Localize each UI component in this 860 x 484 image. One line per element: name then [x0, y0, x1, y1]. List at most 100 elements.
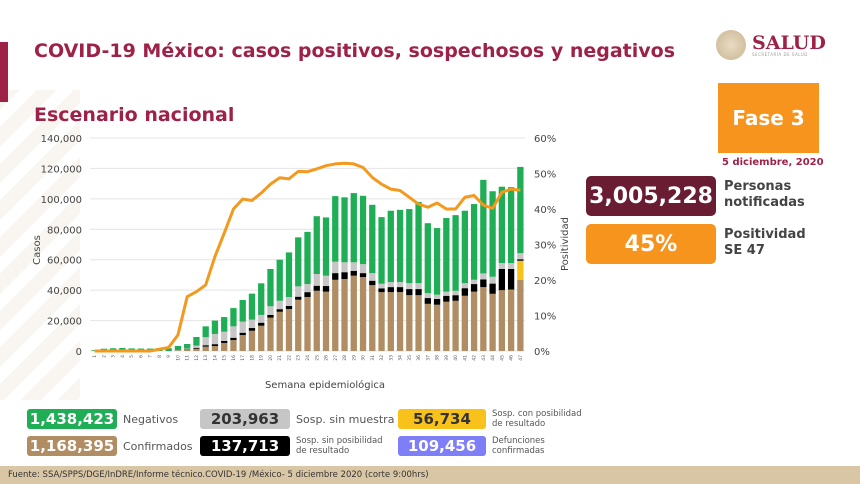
- bar-sin_posibilidad: [322, 286, 330, 292]
- bar-negativos: [433, 228, 441, 295]
- bar-sin_posibilidad: [443, 295, 450, 302]
- legend-defunciones: 109,456 Defunciones confirmadas: [398, 436, 545, 456]
- y2-tick-label: 60%: [534, 134, 556, 145]
- defunciones-value: 109,456: [398, 436, 486, 456]
- bar-sin_posibilidad: [332, 273, 339, 280]
- bar-negativos: [119, 347, 126, 351]
- x-tick-label: 39: [444, 355, 450, 361]
- x-tick-label: 9: [166, 355, 172, 358]
- bar-sin_posibilidad: [489, 283, 496, 294]
- bar-sin_posibilidad: [396, 287, 404, 293]
- bar-confirmados: [202, 346, 209, 351]
- bar-sin_posibilidad: [341, 272, 348, 280]
- bar-confirmados: [387, 292, 394, 351]
- bar-confirmados: [517, 279, 524, 351]
- y-axis-label: Casos: [32, 235, 43, 265]
- page-title: COVID-19 México: casos positivos, sospec…: [34, 40, 675, 62]
- x-tick-label: 43: [481, 355, 487, 361]
- legend-negativos: 1,438,423 Negativos: [27, 409, 178, 429]
- x-tick-label: 13: [203, 355, 209, 361]
- bar-sin_muestra: [211, 333, 219, 345]
- y2-tick-label: 50%: [534, 170, 556, 181]
- bar-negativos: [304, 231, 311, 285]
- y-tick-label: 20,000: [47, 317, 82, 328]
- bar-confirmados: [276, 311, 283, 351]
- x-tick-label: 24: [305, 355, 311, 361]
- x-tick-label: 22: [286, 355, 292, 361]
- bar-confirmados: [415, 295, 422, 351]
- x-tick-label: 4: [120, 355, 126, 358]
- bar-sin_posibilidad: [211, 344, 219, 346]
- sin-posibilidad-label-2: de resultado: [296, 446, 350, 456]
- bar-confirmados: [193, 348, 200, 351]
- bar-sin_posibilidad: [507, 268, 515, 290]
- y-tick-label: 80,000: [47, 225, 82, 236]
- sin-posibilidad-value: 137,713: [200, 436, 290, 456]
- x-tick-label: 26: [324, 355, 330, 361]
- bar-negativos: [211, 320, 219, 334]
- x-tick-label: 45: [499, 355, 505, 361]
- bar-sin_posibilidad: [424, 298, 431, 304]
- bar-sin_muestra: [378, 283, 385, 289]
- fase-badge: Fase 3: [718, 83, 819, 153]
- bar-confirmados: [211, 345, 219, 351]
- positividad-label-1: Positividad: [724, 227, 806, 242]
- bar-sin_posibilidad: [369, 280, 376, 286]
- x-tick-label: 35: [407, 355, 413, 361]
- bar-sin_muestra: [276, 300, 283, 310]
- con-posibilidad-label-2: de resultado: [492, 419, 546, 429]
- bar-confirmados: [480, 287, 487, 351]
- bar-negativos: [322, 217, 330, 276]
- x-tick-label: 44: [490, 355, 496, 361]
- bar-negativos: [313, 216, 320, 275]
- x-tick-label: 21: [277, 355, 283, 361]
- bar-sin_posibilidad: [387, 287, 394, 293]
- bar-sin_posibilidad: [350, 270, 357, 276]
- bar-negativos: [415, 201, 422, 284]
- bar-sin_muestra: [295, 286, 302, 297]
- sin-posibilidad-label: Sosp. sin posibilidad de resultado: [296, 436, 383, 456]
- bar-sin_muestra: [480, 273, 487, 280]
- bar-sin_muestra: [267, 306, 274, 315]
- bar-sin_posibilidad: [378, 288, 385, 293]
- bar-negativos: [507, 187, 515, 264]
- bar-sin_muestra: [387, 282, 394, 288]
- x-tick-label: 38: [435, 355, 441, 361]
- bar-sin_posibilidad: [313, 285, 320, 291]
- bar-confirmados: [313, 290, 320, 351]
- bar-confirmados: [184, 349, 191, 351]
- source-footer: Fuente: SSA/SPPS/DGE/InDRE/Informe técni…: [0, 466, 860, 484]
- defunciones-label: Defunciones confirmadas: [492, 436, 545, 456]
- bar-sin_posibilidad: [285, 305, 293, 310]
- bar-negativos: [267, 268, 274, 307]
- bar-confirmados: [239, 335, 246, 351]
- bar-negativos: [378, 217, 385, 284]
- bar-negativos: [489, 191, 496, 277]
- bar-confirmados: [470, 291, 478, 351]
- bar-sin_posibilidad: [461, 288, 468, 296]
- bar-confirmados: [285, 309, 293, 351]
- y2-tick-label: 20%: [534, 276, 556, 287]
- bar-confirmados: [332, 279, 339, 351]
- bar-negativos: [276, 259, 283, 301]
- bar-sin_posibilidad: [267, 314, 274, 318]
- x-tick-label: 18: [249, 355, 255, 361]
- negativos-value: 1,438,423: [27, 409, 117, 429]
- bar-sin_muestra: [470, 279, 478, 285]
- bar-negativos: [406, 209, 413, 284]
- bar-negativos: [498, 186, 506, 264]
- bar-confirmados: [295, 299, 302, 351]
- bar-negativos: [359, 195, 367, 265]
- bar-sin_muestra: [424, 293, 431, 299]
- bar-sin_muestra: [221, 331, 228, 341]
- personas-label: Personas notificadas: [724, 179, 805, 211]
- bar-confirmados: [461, 295, 468, 351]
- bar-con_posibilidad: [517, 260, 524, 280]
- bar-negativos: [480, 179, 487, 274]
- bar-sin_muestra: [184, 348, 191, 350]
- x-tick-label: 17: [240, 355, 246, 361]
- con-posibilidad-value: 56,734: [398, 409, 486, 429]
- bar-confirmados: [341, 279, 348, 351]
- bar-negativos: [91, 350, 98, 351]
- bar-confirmados: [267, 317, 274, 351]
